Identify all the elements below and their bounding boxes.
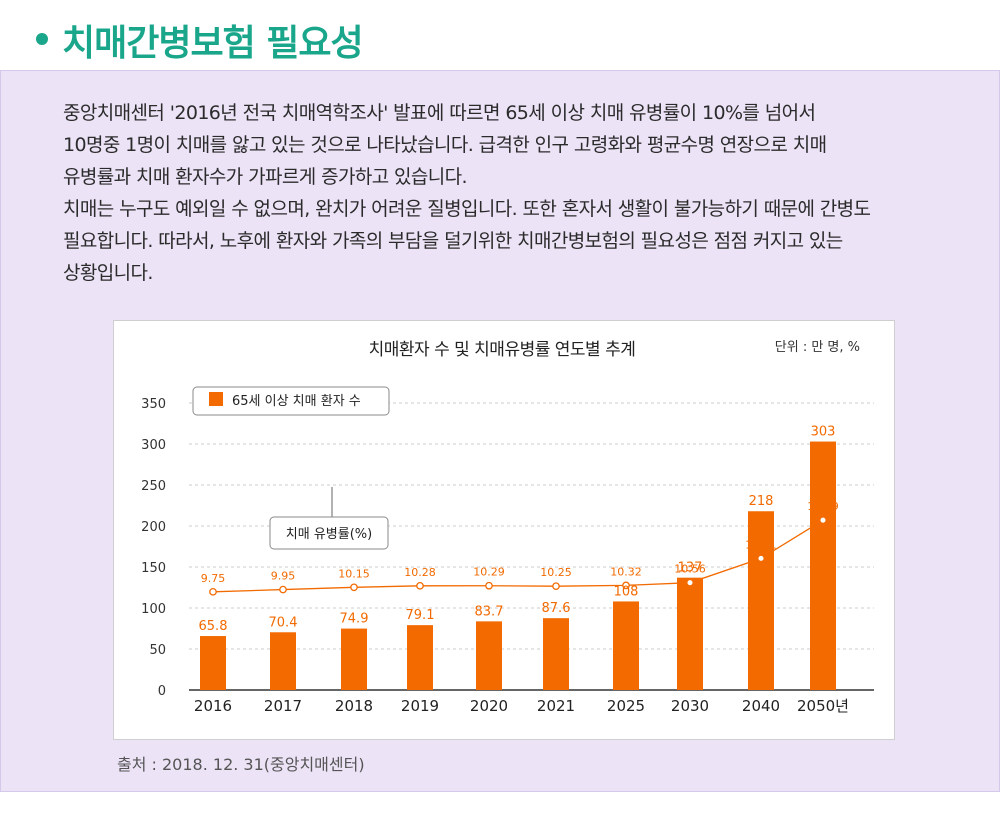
- bar: [543, 618, 569, 690]
- prevalence-value-label: 10.32: [610, 565, 642, 578]
- bar-value-label: 108: [614, 584, 639, 599]
- chart-unit-label: 단위 : 만 명, %: [775, 340, 860, 355]
- prevalence-point: [350, 583, 358, 592]
- x-tick-label: 2050년: [797, 697, 849, 715]
- description-line: 유병률과 치매 환자수가 가파르게 증가하고 있습니다.: [63, 166, 468, 188]
- bar: [748, 511, 774, 690]
- legend-line-label: 치매 유병률(%): [286, 527, 372, 542]
- x-tick-label: 2040: [742, 697, 780, 715]
- x-tick-label: 2030: [671, 697, 709, 715]
- y-tick-label: 250: [141, 479, 166, 494]
- x-tick-label: 2019: [401, 697, 439, 715]
- page-title: 치매간병보험 필요성: [62, 23, 364, 64]
- content-panel: 중앙치매센터 '2016년 전국 치매역학조사' 발표에 따르면 65세 이상 …: [0, 70, 1000, 792]
- y-tick-label: 100: [141, 602, 166, 617]
- bar-value-label: 70.4: [269, 615, 298, 630]
- y-tick-label: 200: [141, 520, 166, 535]
- x-tick-label: 2025: [607, 697, 645, 715]
- prevalence-line: [212, 519, 824, 593]
- legend-bar-label: 65세 이상 치매 환자 수: [232, 394, 361, 409]
- prevalence-value-label: 10.15: [338, 567, 370, 580]
- bar: [270, 632, 296, 690]
- x-tick-label: 2021: [537, 697, 575, 715]
- chart-svg: 치매환자 수 및 치매유병률 연도별 추계 단위 : 만 명, % 0 50 100…: [141, 340, 874, 715]
- prevalence-value-label: 10.25: [540, 566, 572, 579]
- bar: [613, 601, 639, 690]
- prevalence-value-label: 10.56: [674, 563, 706, 576]
- source-note: 출처 : 2018. 12. 31(중앙치매센터): [117, 755, 365, 774]
- prevalence-point: [622, 581, 630, 590]
- chart-container: 치매환자 수 및 치매유병률 연도별 추계 단위 : 만 명, % 0 50 100…: [113, 320, 895, 740]
- description-line: 중앙치매센터 '2016년 전국 치매역학조사' 발표에 따르면 65세 이상 …: [63, 102, 816, 124]
- bullet-icon: [36, 33, 48, 45]
- prevalence-value-label: 10.28: [404, 566, 436, 579]
- description-line: 필요합니다. 따라서, 노후에 환자와 가족의 부담을 덜기위한 치매간병보험의…: [63, 230, 843, 252]
- legend-line: 치매 유병률(%): [269, 487, 389, 550]
- description-line: 10명중 1명이 치매를 앓고 있는 것으로 나타났습니다. 급격한 인구 고령…: [63, 134, 827, 156]
- prevalence-point: [279, 585, 287, 594]
- bar: [341, 628, 367, 690]
- prevalence-point: [209, 587, 217, 596]
- prevalence-point: [552, 582, 560, 591]
- bar-value-label: 137: [678, 561, 703, 576]
- y-tick-label: 0: [158, 684, 166, 699]
- description: 중앙치매센터 '2016년 전국 치매역학조사' 발표에 따르면 65세 이상 …: [63, 97, 973, 289]
- bar: [677, 577, 703, 690]
- prevalence-value-label: 10.29: [473, 566, 505, 579]
- bar-value-label: 74.9: [340, 612, 369, 627]
- prevalence-value-label: 12.71: [745, 538, 777, 551]
- bar-value-label: 303: [811, 425, 836, 440]
- bar-value-label: 79.1: [406, 608, 435, 623]
- prevalence-point: [819, 516, 827, 525]
- bar-value-label: 65.8: [199, 619, 228, 634]
- description-line: 치매는 누구도 예외일 수 없으며, 완치가 어려운 질병입니다. 또한 혼자서…: [63, 198, 871, 220]
- bar-value-label: 218: [749, 494, 774, 509]
- y-tick-label: 300: [141, 438, 166, 453]
- legend-bar-frame: [192, 386, 390, 416]
- prevalence-value-label: 9.75: [201, 572, 226, 585]
- description-line: 상황입니다.: [63, 262, 153, 284]
- legend-bar: 65세 이상 치매 환자 수: [192, 386, 390, 416]
- prevalence-point: [757, 554, 765, 563]
- bar: [407, 625, 433, 690]
- x-tick-label: 2020: [470, 697, 508, 715]
- bar-value-label: 83.7: [475, 604, 504, 619]
- x-tick-label: 2017: [264, 697, 302, 715]
- page-header: 치매간병보험 필요성: [0, 0, 1000, 70]
- x-tick-label: 2016: [194, 697, 232, 715]
- legend-bar-swatch: [209, 392, 223, 406]
- y-tick-label: 50: [149, 643, 166, 658]
- chart-title: 치매환자 수 및 치매유병률 연도별 추계: [369, 340, 636, 360]
- legend-line-frame: [269, 516, 389, 550]
- x-tick-label: 2018: [335, 697, 373, 715]
- bar-value-label: 87.6: [542, 601, 571, 616]
- prevalence-value-label: 9.95: [271, 570, 296, 583]
- prevalence-point: [416, 581, 424, 590]
- y-tick-label: 350: [141, 397, 166, 412]
- prevalence-point: [686, 578, 694, 587]
- bar: [810, 441, 836, 690]
- y-tick-label: 150: [141, 561, 166, 576]
- prevalence-point: [485, 581, 493, 590]
- bar: [476, 621, 502, 690]
- prevalence-value-label: 16.09: [807, 500, 839, 513]
- bar: [200, 636, 226, 690]
